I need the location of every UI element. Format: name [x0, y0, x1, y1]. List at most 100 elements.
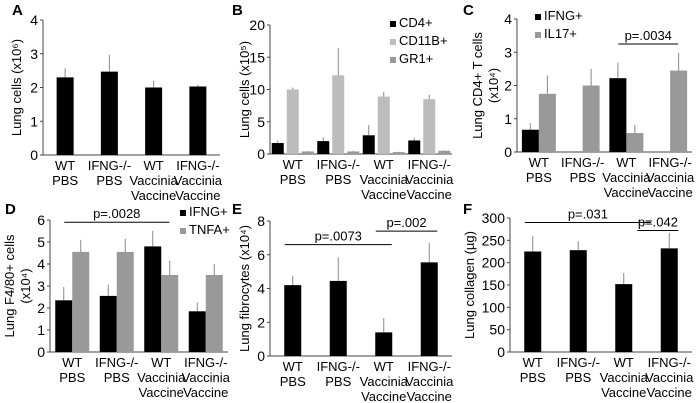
y-tick-label: 100: [482, 299, 506, 315]
y-tick-label: 3: [37, 278, 45, 294]
y-tick-label: 0: [257, 348, 265, 364]
category-label: PBS: [104, 370, 130, 385]
y-tick-label: 10: [249, 82, 265, 98]
bar: [271, 143, 284, 154]
bar: [660, 248, 678, 352]
bar: [329, 280, 347, 356]
category-label: Vaccine: [604, 185, 649, 200]
bar: [301, 151, 314, 154]
bar: [438, 150, 451, 154]
panel-letter: F: [463, 201, 472, 218]
category-label: PBS: [325, 172, 351, 187]
legend-label: GR1+: [399, 51, 433, 66]
y-tick-label: 1: [30, 113, 38, 129]
legend-label: IL17+: [544, 26, 577, 41]
legend-swatch: [390, 21, 396, 27]
category-label: WT: [616, 155, 636, 170]
panel-letter: A: [12, 2, 23, 19]
category-label: Vaccine: [131, 188, 176, 203]
category-label: WT: [529, 155, 549, 170]
category-label: Vaccine: [361, 389, 406, 403]
bar: [145, 87, 163, 155]
legend-swatch: [180, 228, 186, 234]
category-label: WT: [283, 359, 303, 374]
y-axis-label: (x10⁴): [18, 268, 33, 303]
p-value-label: p=.0028: [93, 206, 140, 221]
bar: [116, 251, 134, 352]
y-tick-label: 250: [482, 232, 506, 248]
category-label: WT: [62, 355, 82, 370]
y-tick-label: 2: [504, 78, 512, 94]
category-label: Vaccinia: [405, 172, 454, 187]
panel-letter: B: [232, 2, 243, 19]
bar: [538, 93, 556, 152]
p-value-label: p=.0034: [625, 28, 672, 43]
category-label: Vaccinia: [645, 370, 694, 385]
category-label: Vaccine: [407, 187, 452, 202]
category-label: Vaccine: [601, 385, 646, 400]
category-label: PBS: [96, 173, 122, 188]
category-label: Vaccine: [407, 389, 452, 403]
legend-swatch: [390, 39, 396, 45]
bar: [99, 295, 117, 352]
y-tick-label: 5: [257, 114, 265, 130]
category-label: PBS: [280, 172, 306, 187]
legend-label: CD4+: [399, 15, 433, 30]
category-label: Vaccinia: [137, 370, 186, 385]
category-label: WT: [523, 355, 543, 370]
y-tick-label: 8: [257, 213, 265, 229]
bar: [100, 71, 118, 155]
category-label: WT: [374, 359, 394, 374]
category-label: Vaccinia: [182, 370, 231, 385]
category-label: Vaccine: [139, 385, 184, 400]
category-label: WT: [144, 158, 164, 173]
y-tick-label: 4: [30, 12, 38, 28]
y-axis-label: (x10⁴): [486, 68, 501, 103]
category-label: IFNG-/-: [648, 355, 691, 370]
category-label: PBS: [526, 170, 552, 185]
category-label: IFNG-/-: [648, 155, 691, 170]
bar: [332, 75, 345, 154]
bar: [317, 141, 330, 154]
legend-label: TNFA+: [189, 222, 230, 237]
category-label: Vaccine: [361, 187, 406, 202]
y-tick-label: 300: [482, 210, 506, 226]
bar: [423, 99, 436, 154]
category-label: Vaccine: [647, 385, 692, 400]
bar: [205, 275, 223, 352]
category-label: WT: [283, 157, 303, 172]
y-tick-label: 3: [30, 46, 38, 62]
category-label: PBS: [280, 374, 306, 389]
y-tick-label: 4: [257, 281, 265, 297]
bar: [375, 332, 393, 356]
category-label: WT: [614, 355, 634, 370]
legend-label: IFNG+: [544, 8, 583, 23]
category-label: Vaccine: [183, 385, 228, 400]
category-label: Vaccine: [647, 185, 692, 200]
y-tick-label: 6: [37, 212, 45, 228]
y-axis-label: Lung F4/80+ cells: [2, 234, 17, 337]
bar: [55, 300, 73, 352]
bar: [347, 151, 360, 154]
category-label: IFNG-/-: [317, 359, 360, 374]
bar: [609, 78, 627, 152]
bar: [72, 251, 90, 352]
legend-label: CD11B+: [399, 33, 448, 48]
category-label: WT: [55, 158, 75, 173]
category-label: IFNG-/-: [88, 158, 131, 173]
bar: [144, 246, 162, 352]
legend-label: IFNG+: [189, 204, 228, 219]
y-axis-label: Lung CD4+ T cells: [470, 32, 485, 139]
y-tick-label: 4: [504, 11, 512, 27]
bar: [521, 129, 539, 152]
bar: [670, 70, 688, 152]
category-label: Vaccinia: [360, 374, 409, 389]
category-label: WT: [151, 355, 171, 370]
legend-swatch: [390, 57, 396, 63]
y-tick-label: 5: [37, 234, 45, 250]
category-label: IFNG-/-: [408, 157, 451, 172]
